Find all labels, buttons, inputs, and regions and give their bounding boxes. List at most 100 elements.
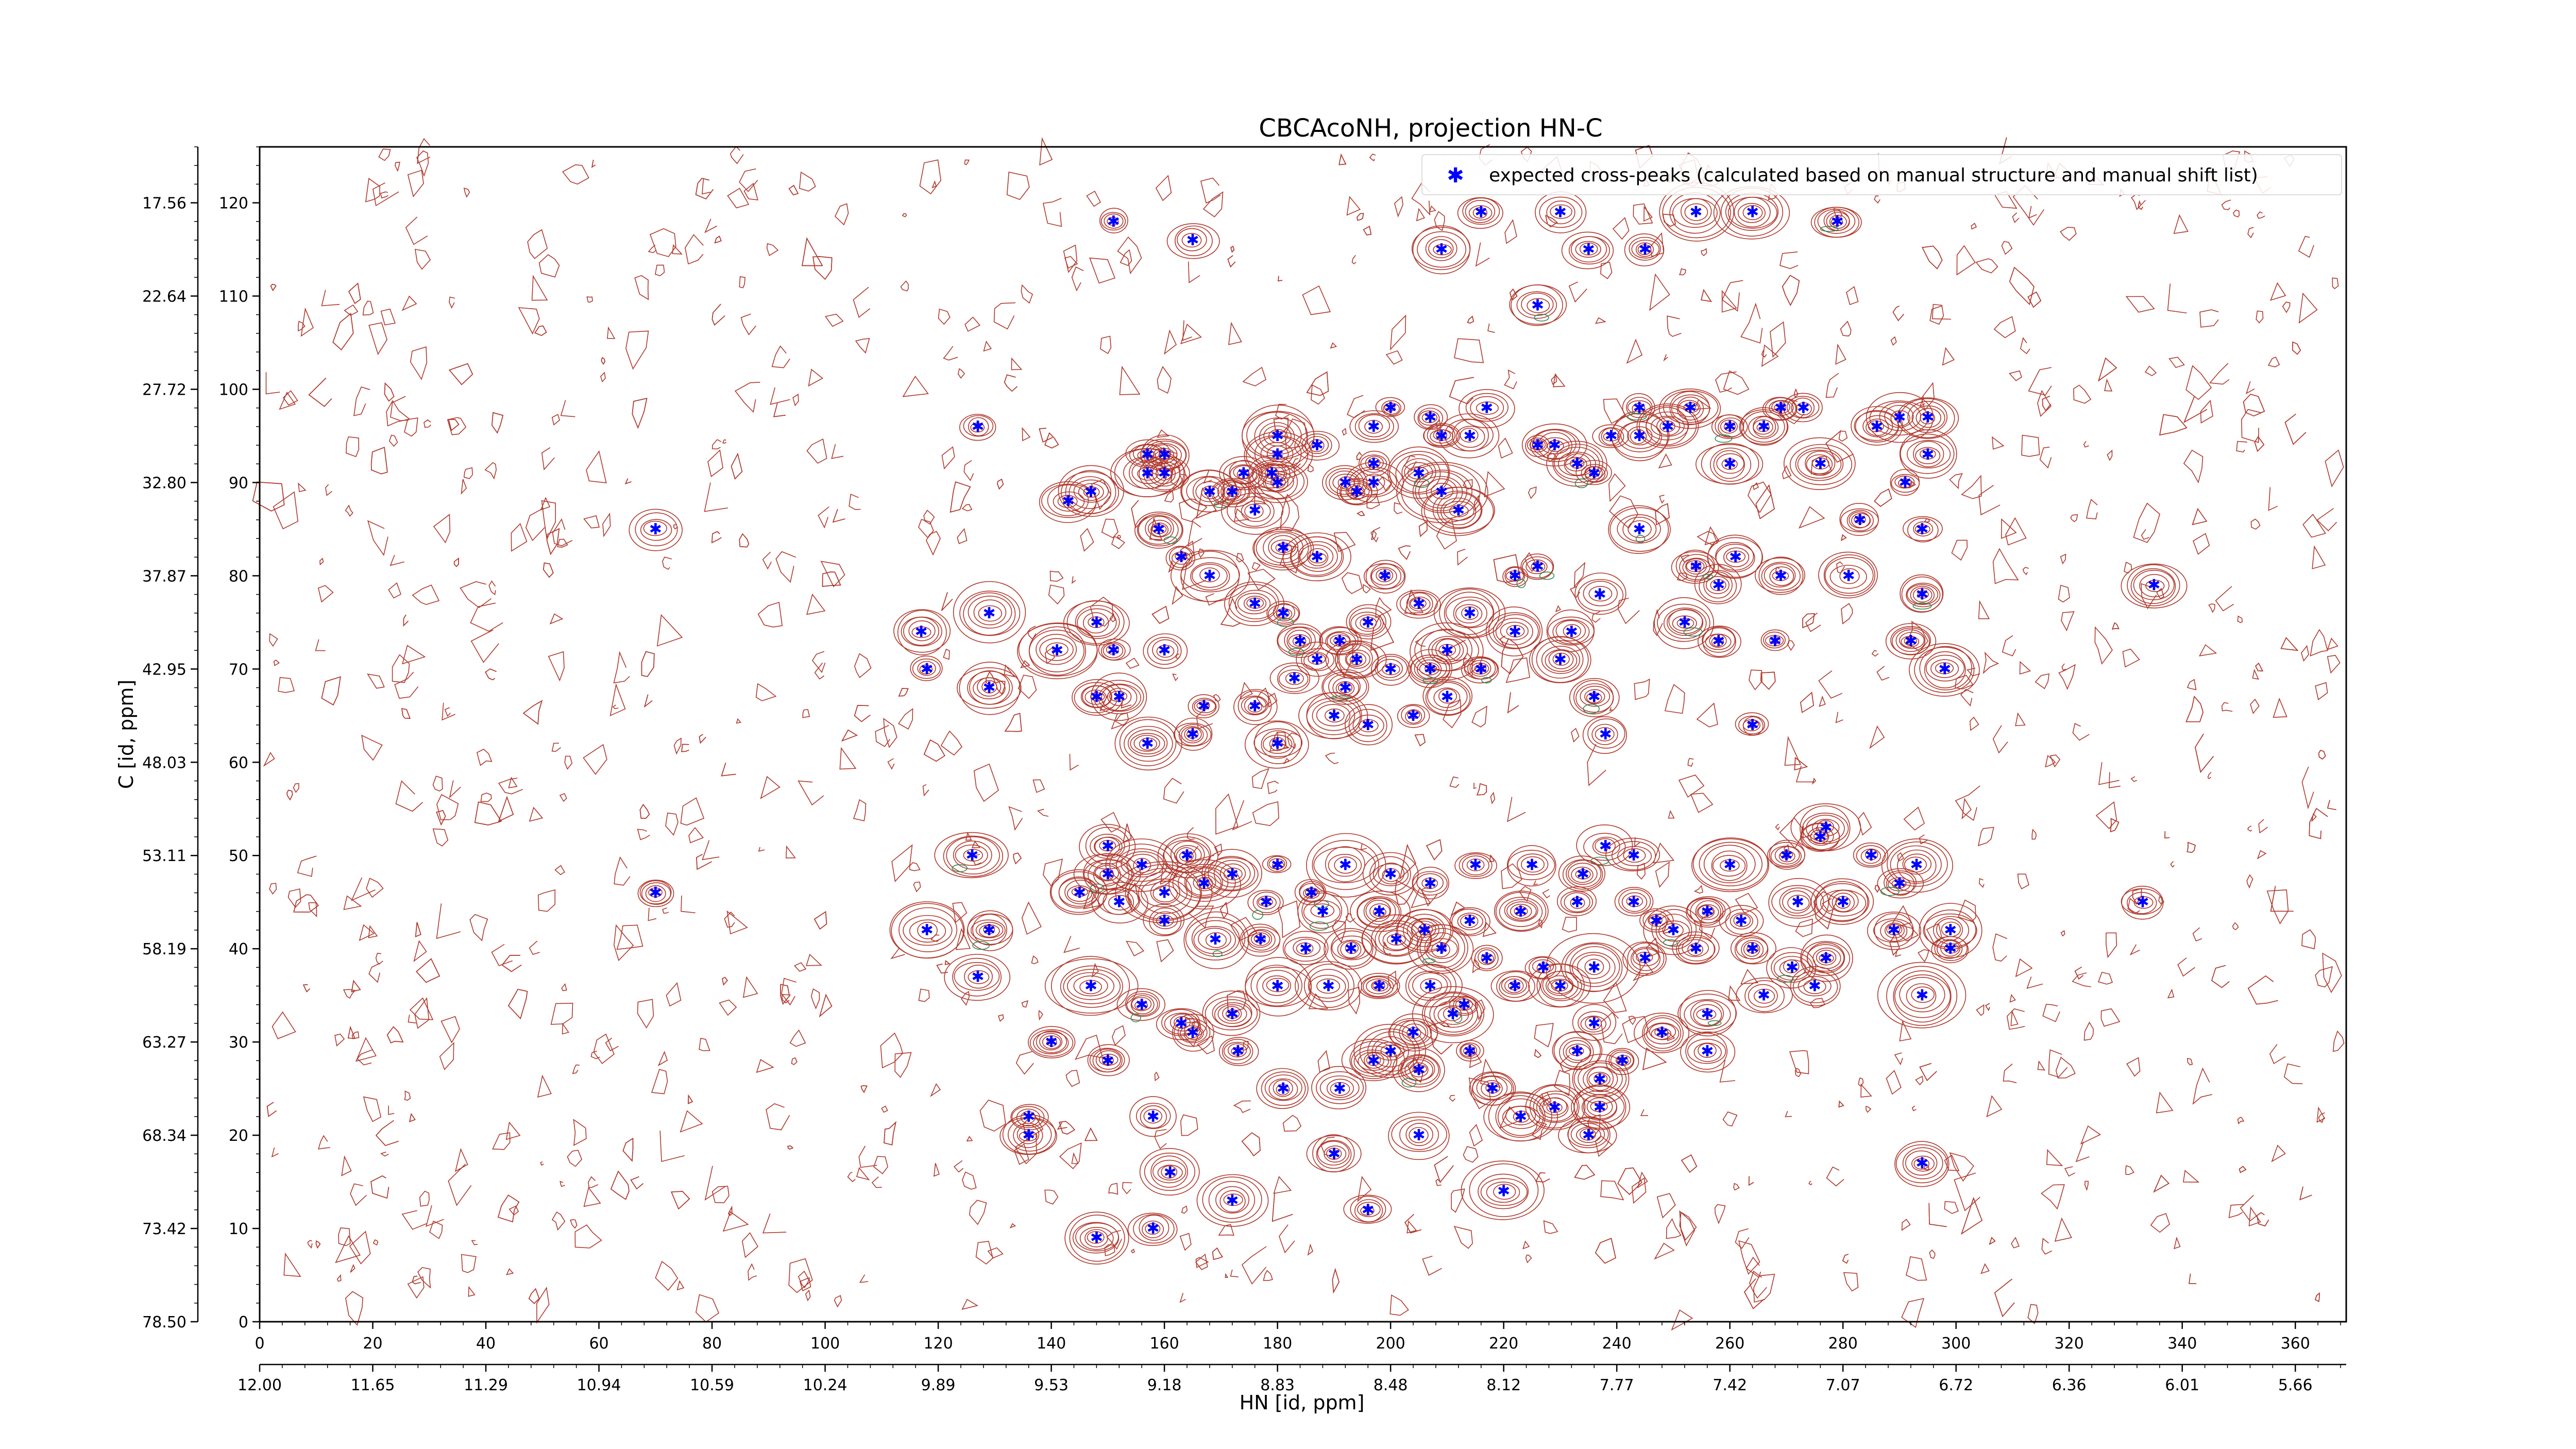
noise-contour [1825,373,1839,398]
cross-peak-point: ✱ [1254,931,1267,949]
noise-contour [2167,988,2175,999]
peak-contour [1277,624,1323,658]
peak-contour [1618,888,1651,914]
noise-contour [755,683,777,701]
peak-contour [1769,400,1794,416]
peak-contour [1691,838,1770,892]
noise-contour [802,237,823,266]
peak-contour [1267,604,1299,624]
noise-contour [630,1176,643,1190]
noise-contour [2267,357,2280,367]
peak-contour [901,616,942,647]
noise-contour [1955,675,1974,689]
cross-peak-point: ✱ [1814,455,1827,473]
peak-contour [1576,1126,1601,1143]
peak-contour [1366,978,1391,995]
noise-contour [548,651,565,682]
peak-contour [1891,628,1930,655]
peak-contour [1375,397,1405,417]
cross-peak-point: ✱ [1554,651,1567,669]
noise-contour [562,164,589,185]
noise-contour [1976,1004,1985,1016]
peak-contour [1126,993,1158,1016]
ppm-tick-label: 6.01 [2165,1376,2199,1394]
noise-contour [1954,1172,1980,1211]
peak-contour [1459,853,1493,877]
peak-contour [1377,659,1403,678]
peak-contour [1170,840,1205,869]
cross-peak-point: ✱ [1628,894,1640,912]
noise-contour [2241,409,2262,443]
peak-contour [1907,440,1951,468]
noise-contour [1961,475,1982,499]
peak-contour [1357,1202,1381,1217]
cross-peak-point: ✱ [1571,1042,1584,1060]
peak-contour [934,832,1009,879]
peak-contour [1250,965,1302,1006]
peak-contour [1045,642,1069,657]
noise-contour [297,321,306,332]
ppm-tick-label: 6.72 [1939,1376,1973,1394]
peak-contour [1215,1186,1249,1214]
noise-contour [1269,738,1290,752]
noise-contour [2049,754,2061,768]
noise-contour [993,302,1016,330]
noise-contour [1977,827,1994,847]
peak-contour [1073,975,1108,997]
peak-contour [1639,405,1697,447]
peak-contour [1099,840,1116,852]
noise-contour [1779,251,1799,269]
cross-peak-point: ✱ [1548,1099,1561,1117]
noise-contour [350,1263,355,1273]
noise-contour [1203,470,1212,484]
cross-peak-point: ✱ [1339,856,1352,874]
peak-contour [1412,225,1470,275]
noise-contour [432,828,449,847]
cross-peak-point: ✱ [1406,707,1419,725]
noise-contour [960,990,970,1006]
noise-contour [368,322,388,356]
peak-contour [1421,412,1437,424]
peak-contour [1760,629,1790,651]
noise-contour [1111,713,1126,730]
noise-contour [554,865,565,875]
peak-contour [1716,453,1744,474]
noise-contour [1894,1052,1903,1066]
peak-contour [1495,1095,1546,1138]
peak-contour [1789,444,1853,485]
peak-contour [1360,616,1377,630]
peak-contour [1651,909,1697,950]
noise-contour [986,671,996,686]
noise-contour [509,1205,519,1216]
noise-contour [743,182,758,200]
peak-contour [1108,895,1132,911]
peak-contour [1312,839,1379,890]
peak-contour [1156,645,1175,658]
cross-peak-point: ✱ [1893,875,1906,893]
peak-contour [1470,396,1504,420]
peak-contour [1453,599,1487,628]
peak-contour [954,962,1000,991]
cross-peak-point: ✱ [1435,241,1448,259]
peak-contour [1192,564,1228,588]
peak-contour [1307,548,1329,566]
noise-contour [1951,540,1968,561]
peak-contour [1521,293,1554,316]
noise-contour [2080,1125,2101,1145]
peak-contour [1422,677,1472,716]
noise-contour [564,755,573,770]
noise-contour [1826,1166,1844,1187]
noise-contour [1643,206,1653,222]
peak-contour [1193,874,1216,891]
noise-contour [1728,985,1741,1001]
noise-contour [1961,1197,1982,1235]
peak-contour [1425,236,1458,261]
peak-contour [1016,1108,1041,1126]
noise-contour [1504,219,1517,244]
noise-contour [936,963,948,974]
noise-contour [447,417,467,435]
cross-peak-point: ✱ [1475,660,1487,678]
noise-contour [1785,1110,1792,1118]
noise-contour [1600,1012,1623,1044]
noise-contour [2256,310,2264,324]
